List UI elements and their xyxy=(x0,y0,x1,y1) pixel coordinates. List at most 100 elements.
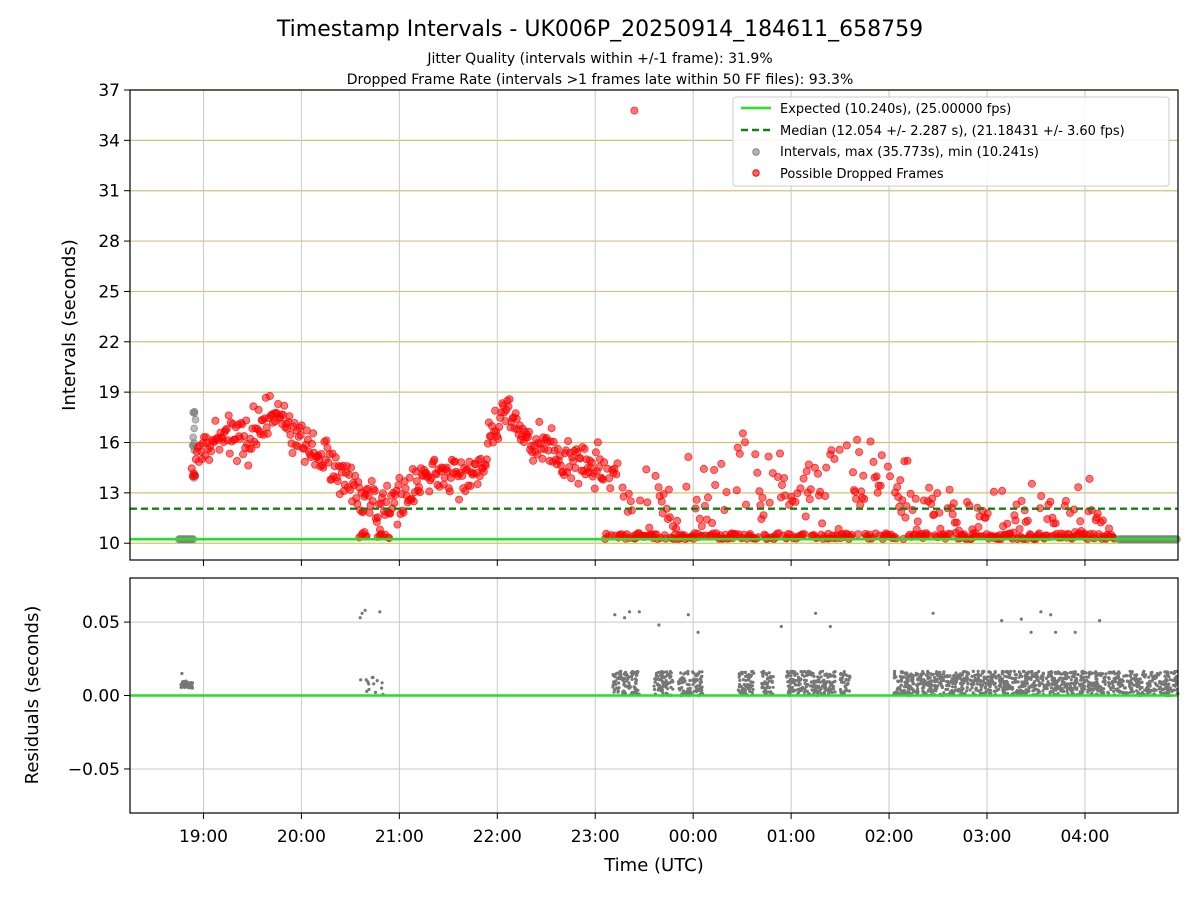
residual-point xyxy=(700,685,704,689)
residual-point xyxy=(770,680,774,684)
residual-point xyxy=(700,688,704,692)
intervals-x-ticks xyxy=(202,560,1086,566)
residual-point xyxy=(615,686,619,690)
residual-point xyxy=(927,680,931,685)
dropped-frame-point xyxy=(906,489,915,498)
dropped-frame-point xyxy=(664,485,673,494)
residual-point xyxy=(976,682,980,686)
residual-point xyxy=(685,690,689,694)
residual-point xyxy=(375,679,379,683)
residual-point xyxy=(1159,685,1163,689)
dropped-frame-point xyxy=(512,414,521,423)
residual-point xyxy=(1158,671,1162,675)
legend-dropped-swatch xyxy=(752,169,760,177)
x-axis-label: Time (UTC) xyxy=(603,855,704,876)
dropped-frame-point xyxy=(409,497,418,506)
residual-point xyxy=(938,673,942,677)
residual-point xyxy=(1116,687,1120,691)
residual-point xyxy=(986,688,990,692)
residual-point xyxy=(359,678,363,682)
dropped-frame-point xyxy=(654,483,663,492)
residual-point xyxy=(1065,673,1069,677)
residual-point xyxy=(794,683,798,687)
dropped-frame-point xyxy=(877,451,886,460)
dropped-frame-point xyxy=(998,486,1007,495)
residual-point xyxy=(360,611,364,615)
residual-point xyxy=(630,677,634,682)
residual-point xyxy=(1167,682,1171,686)
dropped-frame-point xyxy=(801,512,810,521)
residual-point xyxy=(1076,672,1080,677)
dropped-frame-point xyxy=(322,436,331,445)
residual-point xyxy=(657,677,661,681)
residual-point xyxy=(689,690,693,695)
dropped-frame-point xyxy=(365,508,374,517)
residual-point xyxy=(1071,670,1075,674)
dropped-frame-point xyxy=(896,476,905,485)
residual-point xyxy=(985,675,990,679)
residual-point xyxy=(1082,687,1086,691)
dropped-frame-point xyxy=(1074,483,1083,492)
residual-point xyxy=(831,687,836,691)
residual-point xyxy=(698,681,702,685)
dropped-frame-point xyxy=(742,500,751,509)
interval-point xyxy=(189,433,198,442)
residual-point xyxy=(1147,675,1151,679)
dropped-frame-point xyxy=(732,486,741,495)
residual-point xyxy=(670,678,675,682)
residual-point xyxy=(954,671,958,675)
residual-point xyxy=(847,678,851,682)
residual-point xyxy=(1012,691,1016,695)
residual-point xyxy=(908,685,912,689)
residual-point xyxy=(1094,672,1098,676)
intervals-ytick-label: 16 xyxy=(98,434,120,454)
residual-point xyxy=(926,683,930,687)
residual-point xyxy=(800,688,804,692)
intervals-ytick-label: 28 xyxy=(98,232,120,252)
residual-point xyxy=(1083,670,1087,675)
residual-point xyxy=(829,687,833,692)
residual-point xyxy=(615,671,619,675)
residual-point xyxy=(958,689,962,693)
dropped-frame-point xyxy=(800,530,809,539)
residual-point xyxy=(1125,674,1129,678)
residual-point xyxy=(802,690,807,694)
residual-point xyxy=(789,674,793,678)
residual-point xyxy=(833,690,837,694)
dropped-frame-point xyxy=(948,510,957,519)
residual-point xyxy=(634,681,638,685)
residual-point xyxy=(1078,684,1082,688)
dropped-frame-point xyxy=(697,522,706,531)
dropped-frame-point xyxy=(893,483,902,492)
dropped-frame-point xyxy=(866,437,875,446)
residual-point xyxy=(815,689,819,693)
residual-point xyxy=(979,688,983,692)
dropped-frame-point xyxy=(735,449,744,458)
dropped-frame-point xyxy=(574,479,583,488)
residual-point xyxy=(809,673,813,677)
dropped-frame-point xyxy=(383,481,392,490)
residual-point xyxy=(680,686,684,690)
residual-point xyxy=(760,685,765,689)
residual-point xyxy=(1151,676,1155,680)
residual-point xyxy=(971,679,976,683)
dropped-frame-point xyxy=(207,447,216,456)
residual-point xyxy=(991,675,995,679)
residual-point xyxy=(960,686,964,690)
dropped-frame-point xyxy=(399,508,408,517)
residual-point xyxy=(843,672,847,677)
dropped-frame-point xyxy=(533,450,542,459)
residual-point xyxy=(942,678,946,683)
residual-point xyxy=(637,610,641,614)
residual-point xyxy=(683,679,687,683)
residual-point xyxy=(1068,671,1072,675)
interval-point xyxy=(190,424,199,433)
dropped-frame-point xyxy=(613,459,622,468)
residual-point xyxy=(760,670,764,674)
dropped-frame-point xyxy=(242,416,251,425)
dropped-frame-point xyxy=(659,490,668,499)
dropped-frame-point xyxy=(720,505,729,514)
residual-point xyxy=(953,682,957,686)
residual-point xyxy=(823,681,827,685)
